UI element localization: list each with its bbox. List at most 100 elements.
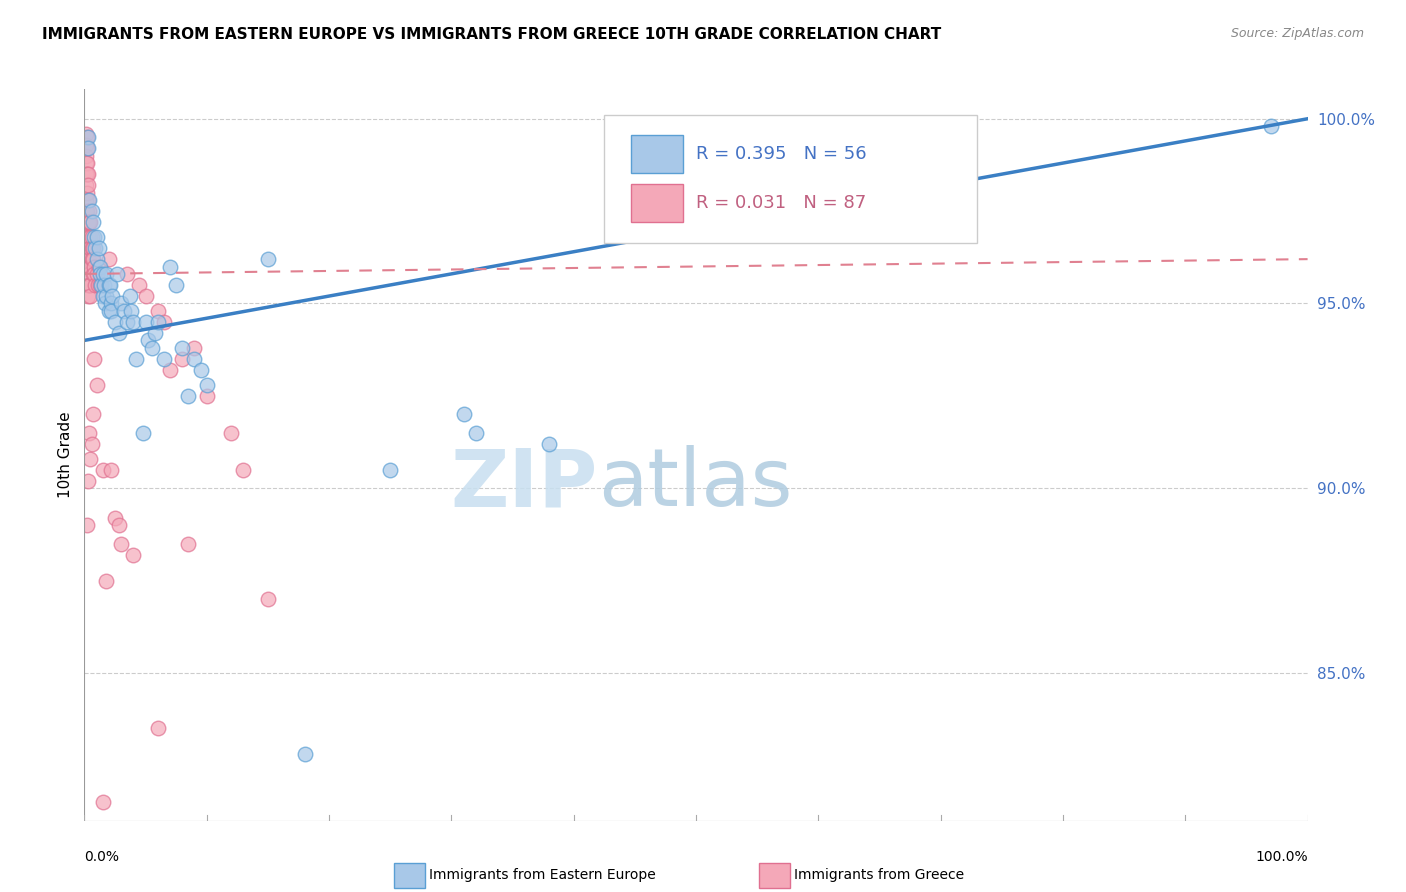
Point: [79, 289, 101, 303]
Point: [98, 277, 121, 292]
Point: [76, 215, 98, 229]
Point: [77, 289, 100, 303]
Point: [115, 315, 138, 329]
Text: ZIP: ZIP: [451, 445, 598, 524]
Point: [75, 156, 97, 170]
Point: [135, 289, 157, 303]
Point: [77, 252, 100, 267]
Point: [153, 351, 176, 366]
Point: [115, 267, 138, 281]
Point: [82, 407, 104, 421]
Point: [82, 252, 104, 267]
Point: [165, 277, 187, 292]
Point: [93, 277, 115, 292]
Text: 100.0%: 100.0%: [1256, 850, 1308, 863]
Point: [96, 267, 118, 281]
Point: [77, 277, 100, 292]
Point: [79, 215, 101, 229]
Point: [75, 137, 97, 152]
Point: [104, 315, 127, 329]
Point: [90, 277, 112, 292]
Bar: [631, 136, 682, 173]
Point: [75, 193, 97, 207]
Point: [75, 149, 97, 163]
Point: [380, 463, 402, 477]
Point: [195, 389, 218, 403]
Point: [141, 341, 163, 355]
Point: [96, 289, 118, 303]
Point: [120, 303, 142, 318]
Point: [107, 518, 129, 533]
Point: [86, 230, 108, 244]
Point: [76, 230, 98, 244]
Point: [76, 141, 98, 155]
Point: [107, 326, 129, 340]
Point: [77, 474, 100, 488]
Point: [77, 277, 100, 292]
Point: [83, 267, 105, 281]
Point: [82, 267, 104, 281]
Point: [77, 167, 100, 181]
Point: [294, 747, 316, 761]
Point: [89, 260, 111, 274]
Point: [79, 260, 101, 274]
Point: [146, 721, 169, 735]
Point: [172, 351, 194, 366]
Point: [112, 303, 135, 318]
Point: [146, 303, 169, 318]
Point: [76, 260, 98, 274]
Point: [77, 141, 100, 155]
Point: [1260, 119, 1282, 133]
Point: [79, 451, 101, 466]
Point: [79, 277, 101, 292]
Point: [96, 574, 118, 588]
Point: [91, 289, 114, 303]
Point: [86, 377, 108, 392]
Point: [177, 536, 200, 550]
Point: [232, 463, 254, 477]
Point: [87, 277, 110, 292]
Point: [79, 230, 101, 244]
Bar: [631, 185, 682, 222]
Text: R = 0.395   N = 56: R = 0.395 N = 56: [696, 145, 866, 163]
Point: [104, 510, 127, 524]
Point: [190, 363, 212, 377]
Point: [76, 518, 98, 533]
Point: [128, 277, 150, 292]
Point: [76, 241, 98, 255]
Point: [77, 193, 100, 207]
Point: [159, 363, 181, 377]
Point: [77, 204, 100, 219]
Point: [76, 252, 98, 267]
Point: [97, 252, 120, 267]
Point: [83, 230, 105, 244]
Point: [77, 241, 100, 255]
Point: [110, 536, 132, 550]
Text: IMMIGRANTS FROM EASTERN EUROPE VS IMMIGRANTS FROM GREECE 10TH GRADE CORRELATION : IMMIGRANTS FROM EASTERN EUROPE VS IMMIGR…: [42, 27, 942, 42]
Point: [77, 230, 100, 244]
Point: [77, 260, 100, 274]
Point: [91, 267, 114, 281]
Point: [94, 296, 117, 310]
FancyBboxPatch shape: [605, 115, 977, 243]
Point: [100, 303, 122, 318]
Point: [75, 204, 97, 219]
Point: [77, 252, 100, 267]
Point: [135, 315, 157, 329]
Point: [146, 315, 169, 329]
Point: [83, 260, 105, 274]
Point: [76, 167, 98, 181]
Point: [97, 277, 120, 292]
Point: [79, 241, 101, 255]
Point: [87, 260, 110, 274]
Point: [77, 425, 100, 440]
Point: [100, 296, 122, 310]
Point: [453, 407, 475, 421]
Point: [76, 156, 98, 170]
Point: [122, 548, 145, 562]
Point: [82, 215, 104, 229]
Text: atlas: atlas: [598, 445, 793, 524]
Text: Immigrants from Eastern Europe: Immigrants from Eastern Europe: [429, 868, 655, 882]
Point: [77, 215, 100, 229]
Point: [86, 267, 108, 281]
